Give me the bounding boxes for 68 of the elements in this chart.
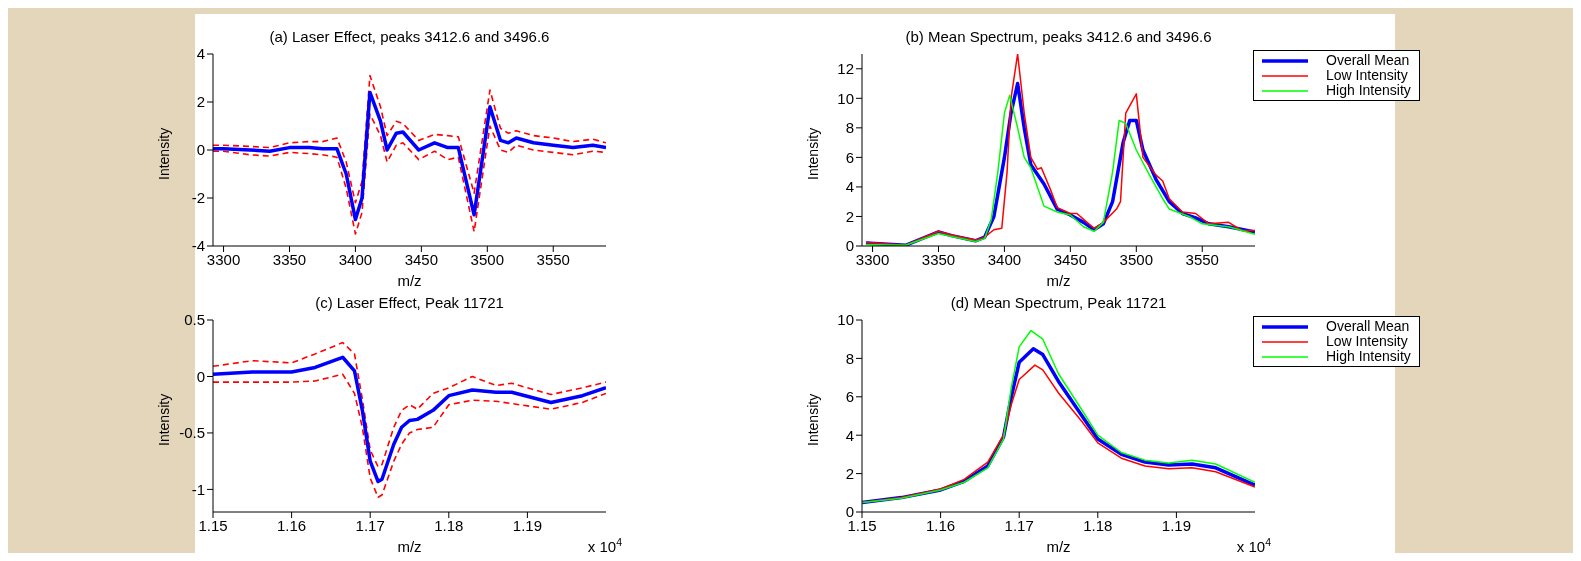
y-tick-label: 10 — [837, 311, 854, 329]
chart-title: (b) Mean Spectrum, peaks 3412.6 and 3496.6 — [904, 28, 1213, 45]
y-axis-title: Intensity — [804, 127, 821, 180]
y-tick-label: -4 — [191, 237, 205, 255]
x-tick-label: 3450 — [1053, 250, 1088, 268]
y-tick-label: -1 — [191, 480, 205, 498]
x-tick-label: 1.17 — [1004, 516, 1034, 534]
x-tick-label: 3500 — [1119, 250, 1153, 268]
text: x 10$^{4}$ — [1236, 536, 1272, 555]
line-series — [213, 373, 606, 499]
x-tick-label: 3550 — [536, 250, 570, 268]
x-tick-label: 3400 — [987, 250, 1022, 268]
y-tick-label: 0.5 — [184, 311, 205, 329]
y-tick-label: 4 — [196, 45, 205, 63]
y-axis-title: Intensity — [804, 393, 821, 446]
x-tick-label: 3350 — [921, 250, 956, 268]
x-tick-label: 1.16 — [277, 516, 307, 534]
line-series — [213, 341, 606, 468]
legend-label: High Intensity — [1326, 82, 1411, 98]
y-tick-label: 6 — [845, 388, 854, 406]
x-tick-label: 1.16 — [926, 516, 956, 534]
x-tick-label: 1.19 — [512, 516, 542, 534]
y-tick-label: 8 — [845, 349, 854, 367]
legend-label: Low Intensity — [1326, 333, 1408, 349]
line-series — [213, 90, 606, 222]
line-series — [213, 74, 606, 204]
y-tick-label: 8 — [845, 119, 854, 137]
y-tick-label: -2 — [191, 189, 205, 207]
text: x 10$^{4}$ — [587, 536, 623, 555]
x-tick-label: 3300 — [206, 250, 241, 268]
chart-title: (c) Laser Effect, Peak 11721 — [314, 294, 505, 311]
y-tick-label: 0 — [196, 367, 205, 385]
x-tick-label: 3300 — [855, 250, 890, 268]
x-tick-label: 3550 — [1185, 250, 1219, 268]
x-tick-label: 1.15 — [198, 516, 228, 534]
chart-title: (a) Laser Effect, peaks 3412.6 and 3496.6 — [268, 28, 551, 45]
legend-label: Low Intensity — [1326, 67, 1408, 83]
x-axis-title: m/z — [397, 538, 422, 555]
chart-title: (d) Mean Spectrum, Peak 11721 — [949, 294, 1168, 311]
y-axis-title: Intensity — [155, 393, 172, 446]
line-series — [213, 113, 606, 235]
x-axis-title: m/z — [397, 272, 422, 289]
y-tick-label: 6 — [845, 148, 854, 166]
x-axis-title: m/z — [1046, 272, 1071, 289]
line-series — [213, 355, 606, 484]
y-tick-label: -0.5 — [179, 424, 205, 442]
x-tick-label: 3400 — [338, 250, 373, 268]
y-tick-label: 2 — [845, 464, 854, 482]
y-tick-label: 4 — [845, 178, 854, 196]
legend-label: High Intensity — [1326, 348, 1411, 364]
y-tick-label: 2 — [196, 93, 205, 111]
y-tick-label: 12 — [837, 60, 854, 78]
x-tick-label: 3350 — [272, 250, 307, 268]
y-tick-label: 0 — [196, 141, 205, 159]
x-tick-label: 3500 — [470, 250, 504, 268]
y-tick-label: 2 — [845, 207, 854, 225]
y-tick-label: 10 — [837, 89, 854, 107]
x-tick-label: 1.19 — [1161, 516, 1191, 534]
x-axis-title: m/z — [1046, 538, 1071, 555]
x-tick-label: 1.17 — [355, 516, 385, 534]
legend-label: Overall Mean — [1326, 52, 1410, 68]
legend-label: Overall Mean — [1326, 318, 1410, 334]
x-tick-label: 1.18 — [434, 516, 464, 534]
y-tick-label: 0 — [845, 237, 854, 255]
x-tick-label: 3450 — [404, 250, 439, 268]
x-tick-label: 1.18 — [1083, 516, 1113, 534]
y-tick-label: 4 — [845, 426, 854, 444]
y-axis-title: Intensity — [155, 127, 172, 180]
